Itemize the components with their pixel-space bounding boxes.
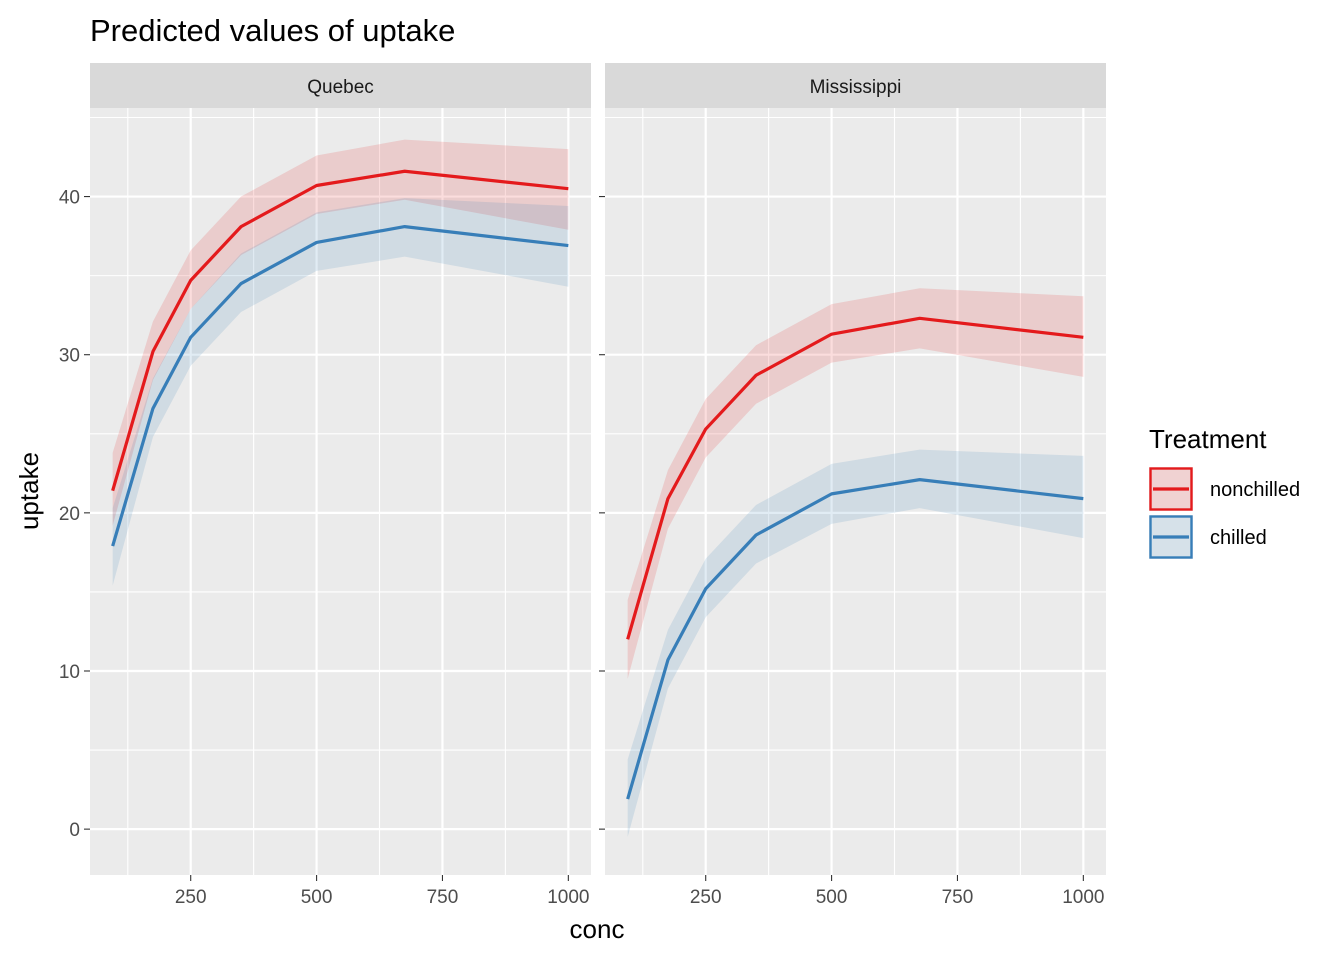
series-line-chilled bbox=[626, 478, 1084, 800]
x-axis-label: conc bbox=[570, 914, 625, 944]
confidence-band-nonchilled bbox=[627, 288, 1084, 679]
y-tick-label: 0 bbox=[69, 820, 80, 841]
legend-item-nonchilled: nonchilled bbox=[1149, 467, 1300, 511]
series-line-nonchilled bbox=[111, 169, 569, 492]
chart-title: Predicted values of uptake bbox=[90, 13, 455, 48]
panel-mississippi: Mississippi 250 500 750 1000 bbox=[599, 63, 1106, 908]
facet-strip bbox=[90, 63, 591, 108]
legend-label-nonchilled: nonchilled bbox=[1210, 479, 1300, 501]
y-tick-label: 20 bbox=[59, 504, 80, 525]
x-tick-label: 750 bbox=[942, 887, 974, 908]
y-tick-label: 30 bbox=[59, 346, 80, 367]
x-tick-label: 750 bbox=[427, 887, 459, 908]
confidence-band-chilled bbox=[627, 449, 1084, 838]
legend-label-chilled: chilled bbox=[1210, 527, 1267, 549]
series-line-chilled bbox=[111, 225, 569, 547]
legend-title: Treatment bbox=[1149, 424, 1267, 454]
panels: Quebec 250 500 750 1000 0 10 20 30 40 Mississippi 2… bbox=[59, 63, 1106, 908]
legend-item-chilled: chilled bbox=[1149, 515, 1267, 559]
plot-background bbox=[90, 108, 591, 875]
x-tick-label: 500 bbox=[301, 887, 333, 908]
x-tick-label: 500 bbox=[816, 887, 848, 908]
facet-strip bbox=[605, 63, 1106, 108]
x-tick-label: 250 bbox=[175, 887, 207, 908]
confidence-band-nonchilled bbox=[112, 139, 569, 526]
x-tick-label: 1000 bbox=[547, 887, 589, 908]
y-tick-label: 10 bbox=[59, 662, 80, 683]
series-line-nonchilled bbox=[626, 316, 1084, 640]
facet-strip-label: Quebec bbox=[307, 77, 374, 98]
y-axis-label: uptake bbox=[14, 452, 44, 530]
facet-strip-label: Mississippi bbox=[810, 77, 902, 98]
legend: Treatment nonchilled chilled bbox=[1149, 424, 1300, 559]
legend-keys: nonchilled chilled bbox=[1149, 467, 1300, 559]
confidence-band-chilled bbox=[112, 198, 569, 586]
y-tick-label: 40 bbox=[59, 188, 80, 209]
panel-quebec: Quebec 250 500 750 1000 0 10 20 30 40 bbox=[59, 63, 591, 908]
x-tick-label: 250 bbox=[690, 887, 722, 908]
x-tick-label: 1000 bbox=[1062, 887, 1104, 908]
